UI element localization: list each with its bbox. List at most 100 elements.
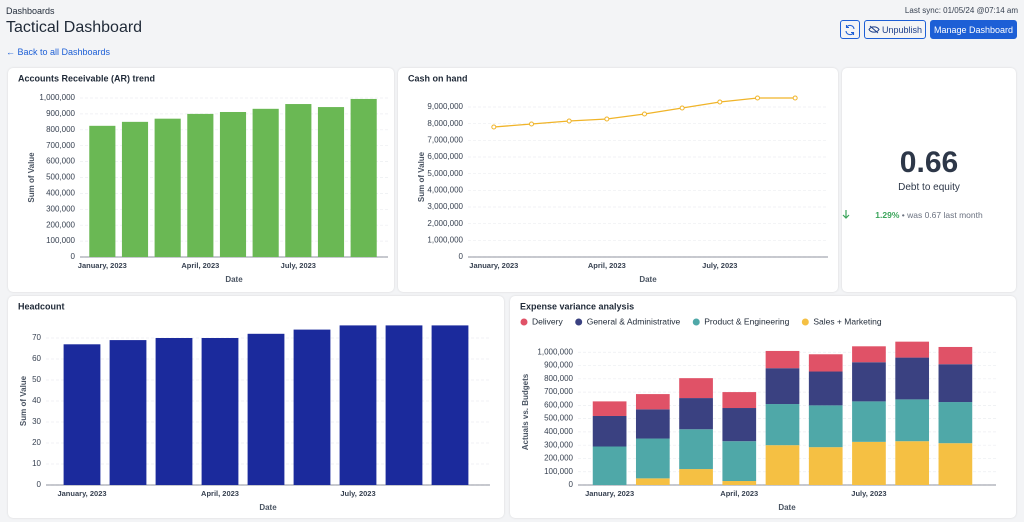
back-link[interactable]: ← Back to all Dashboards xyxy=(6,47,111,57)
bar xyxy=(247,333,285,485)
y-axis-title: Actuals vs. Budgets xyxy=(521,373,530,450)
chart: Headcount Sum of Value Date 0 10 20 30 40 50 60 70… xyxy=(18,301,490,512)
y-axis-title: Sum of Value xyxy=(27,152,36,203)
bar xyxy=(285,104,312,258)
y-tick-label: 800,000 xyxy=(544,374,573,383)
bar-segment xyxy=(852,401,886,442)
point xyxy=(529,121,534,127)
x-axis-title: Date xyxy=(259,503,277,512)
bar xyxy=(431,325,469,485)
y-tick-label: 50 xyxy=(32,375,41,384)
x-tick-label: April, 2023 xyxy=(588,261,626,270)
bar-segment xyxy=(808,371,843,406)
bar-segment xyxy=(722,392,757,409)
kpi-note: • was 0.67 last month xyxy=(901,210,983,220)
y-tick-label: 800,000 xyxy=(46,125,75,134)
y-tick-label: 200,000 xyxy=(544,454,573,463)
bar-segment xyxy=(722,441,757,482)
unpublish-button[interactable]: Unpublish xyxy=(864,20,926,39)
y-tick-label: 500,000 xyxy=(544,414,573,423)
bar xyxy=(154,118,181,257)
chart-title: Accounts Receivable (AR) trend xyxy=(18,73,155,83)
y-tick-label: 900,000 xyxy=(46,109,75,118)
x-tick-label: July, 2023 xyxy=(702,261,737,270)
y-tick-label: 1,000,000 xyxy=(427,235,463,244)
y-tick-label: 7,000,000 xyxy=(427,135,463,144)
x-axis-title: Date xyxy=(778,503,796,512)
y-tick-label: 400,000 xyxy=(46,189,75,198)
bar-segment xyxy=(895,341,930,358)
bar-segment xyxy=(938,402,973,444)
breadcrumb[interactable]: Dashboards xyxy=(6,6,55,16)
legend-label: Delivery xyxy=(532,316,563,326)
bar xyxy=(187,113,214,258)
bar-segment xyxy=(808,354,843,372)
bar-segment xyxy=(635,409,670,439)
y-axis-title: Sum of Value xyxy=(19,375,28,426)
bar-segment xyxy=(722,408,757,442)
chart-title: Headcount xyxy=(18,301,65,311)
point xyxy=(491,124,497,130)
panel: Expense variance analysis Actuals vs. Bud… xyxy=(510,296,1016,518)
point xyxy=(604,116,610,122)
bar-segment xyxy=(592,415,627,447)
panel: Cash on hand Sum of Value Date 0 1,000,000 2,… xyxy=(398,68,838,292)
bar xyxy=(317,107,345,257)
y-tick-label: 30 xyxy=(32,417,41,426)
y-tick-label: 300,000 xyxy=(46,204,75,213)
y-tick-label: 6,000,000 xyxy=(427,152,463,161)
bar xyxy=(252,108,279,257)
point xyxy=(755,95,760,101)
kpi-change: 1.29% xyxy=(875,210,900,220)
manage-button[interactable]: Manage Dashboard xyxy=(930,20,1017,39)
bar-segment xyxy=(938,346,973,365)
y-tick-label: 20 xyxy=(32,438,41,447)
legend-swatch xyxy=(520,318,528,326)
bar-segment xyxy=(635,394,670,410)
y-tick-label: 40 xyxy=(32,396,41,405)
y-tick-label: 9,000,000 xyxy=(427,102,463,111)
y-axis-title: Sum of Value xyxy=(417,151,426,202)
x-tick-label: July, 2023 xyxy=(340,489,375,498)
y-tick-label: 2,000,000 xyxy=(427,219,463,228)
x-tick-label: January, 2023 xyxy=(585,489,634,498)
point xyxy=(792,95,798,101)
bar xyxy=(89,125,116,257)
y-tick-label: 200,000 xyxy=(46,220,75,229)
bar-segment xyxy=(765,350,800,369)
panel: Headcount Sum of Value Date 0 10 20 30 40 50 60 70… xyxy=(8,296,504,518)
last-sync: Last sync: 01/05/24 @07:14 am xyxy=(904,6,1018,15)
bar-segment xyxy=(679,378,713,399)
y-tick-label: 400,000 xyxy=(544,427,573,436)
y-tick-label: 8,000,000 xyxy=(427,119,463,128)
x-tick-label: January, 2023 xyxy=(78,261,127,270)
y-tick-label: 4,000,000 xyxy=(427,185,463,194)
kpi-label: Debt to equity xyxy=(898,182,960,193)
bar xyxy=(201,338,239,485)
panel: Accounts Receivable (AR) trend Sum of Val… xyxy=(8,68,394,292)
bar-segment xyxy=(895,399,930,442)
refresh-button[interactable] xyxy=(840,20,860,39)
bar-segment xyxy=(852,346,886,363)
bar-segment xyxy=(808,405,843,448)
bar xyxy=(63,344,101,485)
down-arrow xyxy=(842,210,850,219)
bar-segment xyxy=(635,438,670,479)
y-tick-label: 1,000,000 xyxy=(39,93,75,102)
y-tick-label: 300,000 xyxy=(544,440,573,449)
bar xyxy=(219,111,247,257)
unpublish-label: Unpublish xyxy=(881,24,923,35)
bar-segment xyxy=(852,441,886,485)
y-tick-label: 0 xyxy=(569,480,574,489)
bar-segment xyxy=(722,481,757,485)
bar-segment xyxy=(938,443,973,485)
y-tick-label: 900,000 xyxy=(544,361,573,370)
x-axis-title: Date xyxy=(225,275,243,284)
legend-label: General & Administrative xyxy=(587,316,681,326)
bar xyxy=(121,121,149,257)
bar xyxy=(350,98,377,257)
bar xyxy=(109,340,147,485)
chart: Accounts Receivable (AR) trend Sum of Val… xyxy=(18,73,388,284)
y-tick-label: 0 xyxy=(37,480,42,489)
